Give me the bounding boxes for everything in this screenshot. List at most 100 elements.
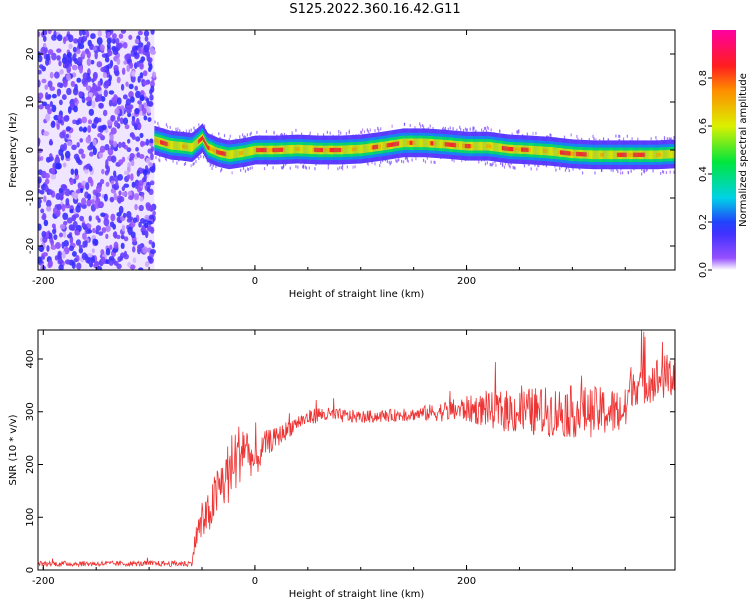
noise-speckle (126, 64, 131, 72)
noise-speckle (98, 152, 104, 159)
top-ytick-label: 0 (25, 147, 36, 153)
ridge-core (429, 141, 431, 146)
ridge-band (673, 149, 675, 159)
noise-speckle (104, 80, 110, 87)
noise-speckle (93, 46, 97, 52)
noise-speckle (86, 85, 91, 91)
noise-speckle (129, 264, 136, 270)
ridge-band (287, 145, 289, 154)
ridge-peak (339, 147, 341, 153)
ridge-halo (420, 124, 422, 128)
noise-speckle (47, 30, 52, 35)
ridge-halo (662, 170, 665, 174)
ridge-halo (475, 129, 477, 133)
ridge-core (240, 151, 242, 155)
ridge-halo (481, 128, 483, 132)
ridge-band (530, 145, 532, 155)
noise-speckle (38, 104, 44, 110)
ridge-peak (331, 147, 333, 153)
ridge-peak (201, 136, 203, 142)
ridge-core (462, 143, 465, 148)
ridge-peak (222, 151, 225, 156)
ridge-core (463, 144, 466, 148)
top-ytick-label: 10 (25, 96, 36, 109)
ridge-peak (430, 141, 432, 146)
ridge-band (179, 141, 181, 151)
ridge-band (251, 146, 253, 156)
ridge-halo (456, 128, 458, 132)
ridge-core (490, 144, 492, 149)
ridge-band (416, 138, 418, 148)
noise-speckle (100, 67, 106, 73)
ridge-halo (579, 167, 581, 171)
ridge-band (418, 138, 420, 148)
ridge-band (481, 141, 483, 151)
ridge-band (187, 142, 189, 152)
ridge-halo (289, 166, 291, 170)
ridge-halo (452, 127, 454, 131)
ridge-band (290, 145, 292, 154)
noise-speckle (128, 83, 134, 90)
ridge-halo (444, 127, 447, 131)
noise-speckle (95, 86, 102, 92)
ridge-halo (588, 138, 590, 142)
ridge-halo (249, 132, 251, 136)
noise-speckle (92, 238, 98, 245)
ridge-peak (450, 142, 452, 147)
ridge-halo (179, 129, 181, 133)
ridge-core (514, 147, 516, 152)
noise-speckle (116, 212, 122, 217)
ridge-core (379, 144, 381, 149)
ridge-halo (563, 135, 566, 139)
noise-speckle (121, 224, 126, 232)
ridge-band (647, 150, 649, 160)
ridge-halo (251, 166, 253, 170)
noise-speckle (97, 80, 101, 89)
ridge-core (558, 150, 560, 155)
ridge-peak (333, 147, 335, 153)
noise-speckle (50, 121, 56, 129)
ridge-band (363, 144, 366, 153)
ridge-band (667, 149, 669, 159)
ridge-core (435, 141, 437, 146)
noise-speckle (130, 231, 136, 239)
noise-speckle (59, 192, 64, 201)
noise-speckle (71, 144, 77, 151)
noise-speckle (51, 167, 55, 175)
noise-speckle (109, 221, 115, 228)
ridge-band (615, 150, 617, 160)
ridge-band (346, 145, 348, 154)
noise-speckle (103, 89, 108, 98)
ridge-peak (217, 149, 219, 155)
ridge-halo (472, 128, 474, 132)
bottom-ytick-label: 200 (25, 455, 36, 474)
top-ylabel: Frequency (Hz) (8, 112, 19, 188)
ridge-band (499, 143, 501, 153)
noise-speckle (64, 150, 71, 159)
noise-speckle (147, 101, 154, 107)
noise-speckle (62, 230, 67, 239)
ridge-halo (478, 160, 480, 164)
ridge-halo (158, 125, 160, 129)
ridge-peak (224, 151, 227, 157)
ridge-peak (506, 146, 508, 151)
ridge-halo (176, 161, 178, 165)
ridge-band (177, 141, 179, 151)
ridge-band (606, 150, 608, 160)
ridge-halo (361, 130, 363, 134)
ridge-band (534, 145, 536, 155)
noise-speckle (121, 156, 126, 163)
noise-speckle (111, 33, 117, 40)
ridge-halo (669, 170, 671, 174)
noise-speckle (75, 49, 81, 55)
noise-speckle (82, 232, 87, 240)
ridge-core (519, 147, 521, 152)
ridge-halo (406, 158, 408, 162)
noise-speckle (59, 131, 66, 139)
ridge-halo (593, 137, 595, 141)
ridge-halo (378, 128, 380, 132)
noise-speckle (65, 198, 70, 206)
ridge-core (587, 152, 589, 157)
ridge-band (291, 144, 293, 154)
ridge-halo (415, 157, 417, 161)
